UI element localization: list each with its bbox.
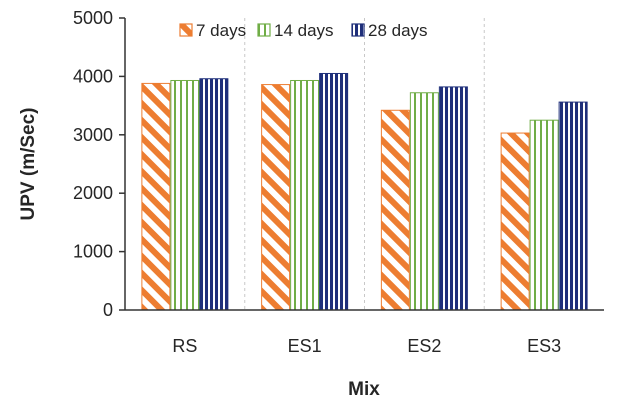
legend: 7 days 14 days 28 days xyxy=(179,21,428,40)
x-axis-title: Mix xyxy=(348,379,380,400)
bar-14-days-ES1 xyxy=(290,79,320,311)
bar-7-days-ES2 xyxy=(380,109,410,311)
bar-7-days-ES3 xyxy=(500,132,530,311)
bar-28-days-ES3 xyxy=(558,101,588,311)
bar-14-days-ES3 xyxy=(529,119,559,311)
bar-7-days-ES1 xyxy=(261,84,291,311)
y-ticks: 0 1000 2000 3000 4000 5000 xyxy=(73,8,125,320)
y-tick-label: 4000 xyxy=(73,66,113,86)
legend-label: 7 days xyxy=(196,21,246,40)
legend-item: 28 days xyxy=(351,21,428,40)
y-tick-label: 3000 xyxy=(73,125,113,145)
bar-14-days-RS xyxy=(170,79,200,311)
legend-label: 28 days xyxy=(368,21,428,40)
bars-layer xyxy=(141,72,588,311)
bar-28-days-ES2 xyxy=(438,86,468,311)
x-tick-label: ES3 xyxy=(527,336,561,356)
legend-label: 14 days xyxy=(274,21,334,40)
bar-7-days-RS xyxy=(141,82,171,311)
legend-item: 7 days xyxy=(179,21,246,40)
bar-28-days-RS xyxy=(199,78,229,311)
legend-swatch xyxy=(179,23,193,37)
x-tick-label: ES1 xyxy=(288,336,322,356)
x-ticks: RS ES1 ES2 ES3 xyxy=(172,336,561,356)
bar-14-days-ES2 xyxy=(409,92,439,311)
x-tick-label: ES2 xyxy=(407,336,441,356)
bar-28-days-ES1 xyxy=(319,72,349,311)
y-axis-title: UPV (m/Sec) xyxy=(18,108,39,221)
y-tick-label: 0 xyxy=(103,300,113,320)
legend-swatch xyxy=(351,23,365,37)
y-tick-label: 1000 xyxy=(73,242,113,262)
group-separators xyxy=(244,18,485,310)
legend-swatch xyxy=(257,23,271,37)
x-tick-label: RS xyxy=(172,336,197,356)
y-tick-label: 2000 xyxy=(73,183,113,203)
legend-item: 14 days xyxy=(257,21,334,40)
y-tick-label: 5000 xyxy=(73,8,113,28)
